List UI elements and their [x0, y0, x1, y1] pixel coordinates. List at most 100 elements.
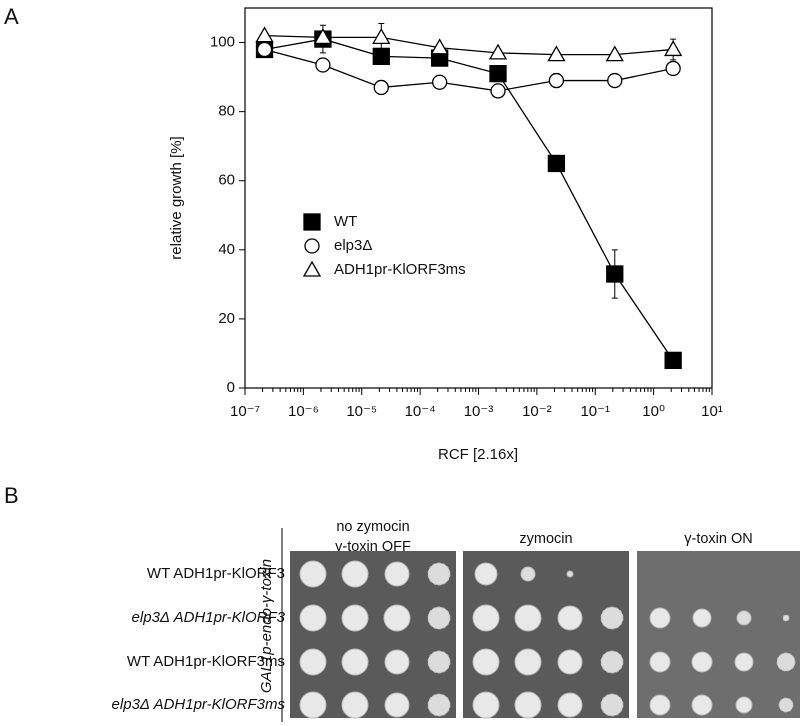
legend-label: elp3Δ [334, 237, 372, 254]
yeast-spot [384, 692, 410, 718]
y-tick-label: 80 [218, 103, 235, 120]
row-label: WT ADH1pr-KlORF3ms [127, 653, 285, 670]
yeast-spot [600, 650, 624, 674]
marker [256, 41, 273, 58]
column-header: zymocin [519, 531, 572, 547]
yeast-spot [514, 691, 542, 719]
marker [607, 72, 623, 89]
plate [637, 551, 800, 718]
series-line [264, 48, 674, 92]
marker [313, 28, 333, 45]
y-tick-label: 100 [210, 34, 235, 51]
series-line [264, 38, 674, 361]
marker [302, 260, 322, 277]
panel-label: B [4, 483, 19, 508]
marker [547, 154, 566, 173]
marker [605, 45, 624, 62]
marker [665, 60, 681, 77]
y-tick-label: 60 [218, 172, 235, 189]
x-tick-label: 10¹ [701, 403, 723, 420]
yeast-spot [299, 560, 327, 588]
marker [547, 45, 566, 62]
yeast-spot [691, 651, 713, 673]
marker [430, 38, 449, 55]
x-tick-label: 10⁻⁵ [346, 403, 377, 420]
row-label: elp3Δ ADH1pr-KlORF3ms [112, 696, 286, 713]
yeast-spot [520, 566, 536, 582]
marker [431, 74, 448, 90]
yeast-spot [557, 605, 583, 631]
yeast-spot [383, 604, 411, 632]
row-label: elp3Δ ADH1pr-KlORF3 [132, 609, 286, 626]
marker [490, 83, 506, 99]
column-header: no zymocin γ-toxin OFF [335, 519, 411, 555]
yeast-spot [341, 648, 369, 676]
yeast-spot [341, 691, 369, 719]
yeast-spot [735, 696, 753, 714]
marker [488, 43, 508, 60]
marker [255, 26, 274, 43]
legend-label: ADH1pr-KlORF3ms [334, 261, 466, 278]
yeast-spot [736, 610, 752, 626]
yeast-spot [472, 604, 500, 632]
marker [548, 72, 565, 89]
yeast-spot [384, 649, 410, 675]
yeast-spot [299, 691, 327, 719]
yeast-spot [649, 651, 671, 673]
yeast-spot [557, 692, 583, 718]
y-tick-label: 0 [227, 379, 235, 396]
yeast-spot [472, 648, 500, 676]
yeast-spot [734, 652, 754, 672]
legend-label: WT [334, 213, 357, 230]
yeast-spot [566, 570, 574, 578]
yeast-spot [474, 562, 498, 586]
yeast-spot [776, 652, 796, 672]
yeast-spot [514, 648, 542, 676]
x-tick-label: 10⁻² [522, 403, 552, 420]
marker [606, 265, 624, 283]
yeast-spot [692, 608, 712, 628]
marker [373, 79, 389, 96]
yeast-spot [427, 606, 451, 630]
marker [664, 40, 683, 57]
yeast-spot [600, 606, 624, 630]
x-axis-label: RCF [2.16x] [438, 446, 518, 463]
yeast-spot [649, 694, 671, 716]
x-tick-label: 10⁻⁷ [230, 403, 260, 420]
yeast-spot [514, 604, 542, 632]
panel-label: A [4, 4, 19, 29]
yeast-spot [299, 604, 327, 632]
x-tick-label: 10⁻⁶ [288, 403, 319, 420]
yeast-spot [341, 604, 369, 632]
yeast-spot [427, 562, 451, 586]
series-line [264, 34, 674, 56]
yeast-spot [472, 691, 500, 719]
y-tick-label: 20 [218, 310, 235, 327]
yeast-spot [427, 693, 451, 717]
marker [315, 57, 331, 73]
x-tick-label: 10⁻⁴ [405, 403, 436, 420]
side-label: GAL1p-endo-γ-toxin [258, 559, 275, 693]
marker [304, 238, 320, 254]
marker [372, 28, 391, 45]
yeast-spot [341, 560, 369, 588]
x-tick-label: 10⁰ [642, 403, 665, 420]
yeast-spot [600, 693, 624, 717]
x-tick-label: 10⁻³ [464, 403, 494, 420]
yeast-spot [384, 561, 410, 587]
yeast-spot [299, 648, 327, 676]
x-tick-label: 10⁻¹ [580, 403, 610, 420]
marker [303, 213, 321, 231]
yeast-spot [778, 697, 794, 713]
yeast-spot [557, 649, 583, 675]
y-tick-label: 40 [218, 241, 235, 258]
row-label: WT ADH1pr-KlORF3 [147, 565, 285, 582]
marker [664, 351, 682, 370]
yeast-spot [782, 614, 790, 622]
yeast-spot [427, 650, 451, 674]
marker [489, 64, 507, 83]
plot-frame [244, 7, 713, 389]
y-axis-label: relative growth [%] [168, 136, 185, 259]
yeast-spot [649, 607, 671, 629]
